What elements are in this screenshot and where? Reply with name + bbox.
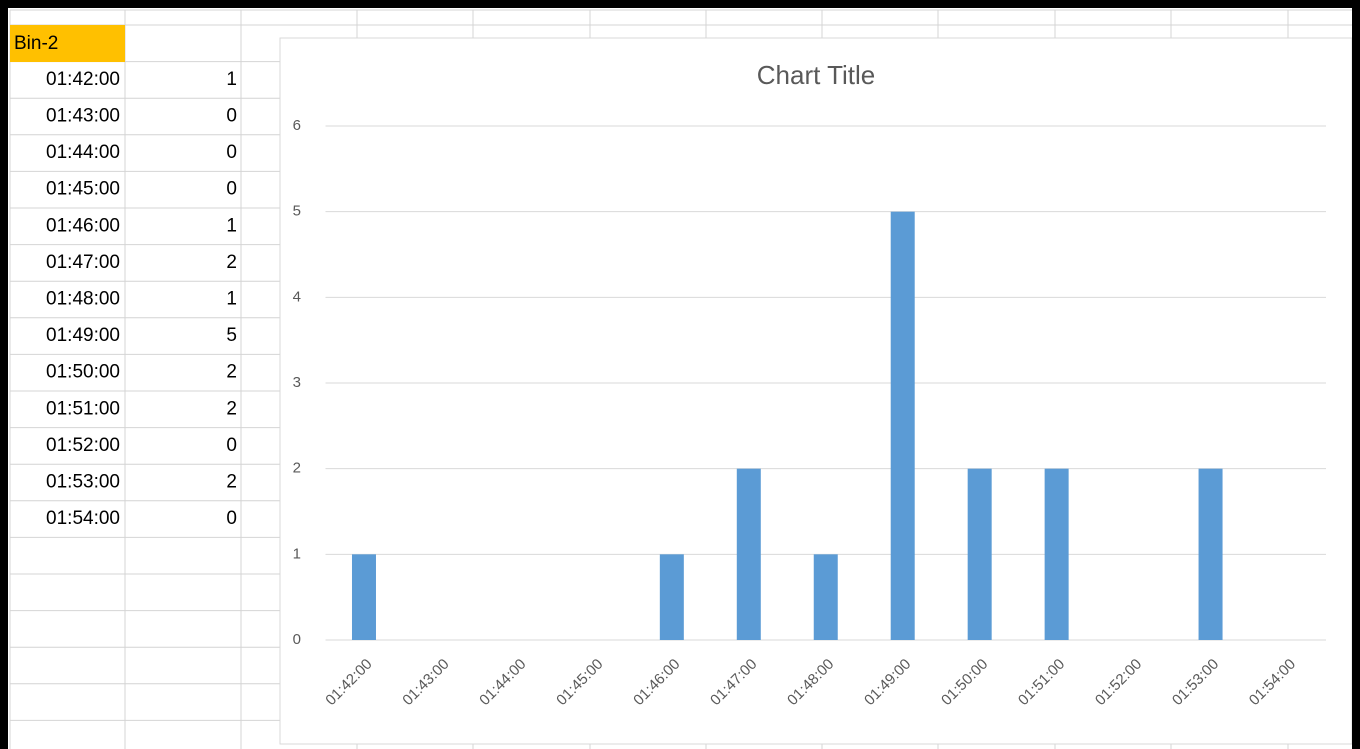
cell-count: 0 — [226, 142, 237, 163]
cell-time: 01:47:00 — [46, 252, 120, 273]
cell-count: 2 — [226, 398, 237, 419]
cell-count: 2 — [226, 472, 237, 493]
chart-title: Chart Title — [757, 60, 876, 90]
table: 01:42:00 1 01:43:00 0 01:44:00 0 01:45:00 0 01:4… — [46, 69, 237, 529]
cell-time: 01:50:00 — [46, 362, 120, 383]
y-tick-label: 3 — [293, 374, 301, 391]
cell-time: 01:43:00 — [46, 106, 120, 127]
cell-count: 1 — [226, 215, 237, 236]
y-tick-label: 6 — [293, 117, 301, 134]
cell-count: 0 — [226, 508, 237, 529]
cell-time: 01:44:00 — [46, 142, 120, 163]
bar — [659, 554, 684, 640]
cell-time: 01:52:00 — [46, 435, 120, 456]
cell-count: 0 — [226, 106, 237, 127]
cell-count: 1 — [226, 289, 237, 310]
cell-count: 2 — [226, 252, 237, 273]
y-tick-label: 4 — [293, 288, 301, 305]
bar — [736, 468, 761, 640]
cell-time: 01:42:00 — [46, 69, 120, 90]
cell-count: 5 — [226, 325, 237, 346]
bar — [890, 211, 915, 640]
cell-time: 01:51:00 — [46, 398, 120, 419]
y-tick-label: 1 — [293, 545, 301, 562]
cell-time: 01:46:00 — [46, 215, 120, 236]
cell-count: 2 — [226, 362, 237, 383]
y-tick-label: 0 — [293, 631, 301, 648]
cell-time: 01:48:00 — [46, 289, 120, 310]
bar — [813, 554, 838, 640]
cell-time: 01:49:00 — [46, 325, 120, 346]
bar — [351, 554, 376, 640]
cell-time: 01:54:00 — [46, 508, 120, 529]
cell-count: 0 — [226, 179, 237, 200]
y-tick-label: 5 — [293, 203, 301, 220]
cell-count: 1 — [226, 69, 237, 90]
y-tick-label: 2 — [293, 460, 301, 477]
bar — [967, 468, 992, 640]
cell-time: 01:53:00 — [46, 472, 120, 493]
header-cell — [10, 25, 125, 62]
cell-time: 01:45:00 — [46, 179, 120, 200]
cell-count: 0 — [226, 435, 237, 456]
bar — [1198, 468, 1223, 640]
bar — [1044, 468, 1069, 640]
header-text: Bin-2 — [14, 33, 58, 54]
